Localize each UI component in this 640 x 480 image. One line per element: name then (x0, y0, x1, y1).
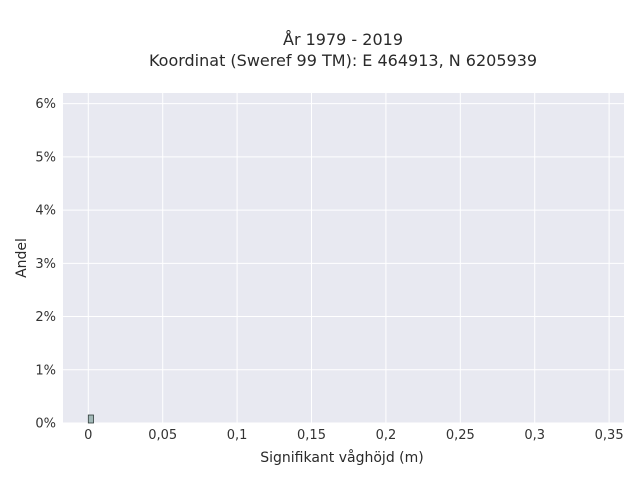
y-tick-label: 1% (35, 363, 56, 378)
x-tick-label: 0,25 (446, 428, 475, 443)
x-tick-label: 0,1 (227, 428, 248, 443)
x-tick-label: 0,15 (297, 428, 326, 443)
chart-title-line-1: År 1979 - 2019 (283, 30, 403, 49)
y-tick-label: 0% (35, 417, 56, 432)
x-axis-label: Signifikant våghöjd (m) (260, 449, 423, 466)
x-tick-label: 0,05 (148, 428, 177, 443)
chart-title-line-2: Koordinat (Sweref 99 TM): E 464913, N 62… (149, 51, 537, 70)
y-tick-label: 2% (35, 310, 56, 325)
x-tick-label: 0,2 (376, 428, 397, 443)
x-tick-label: 0,35 (595, 428, 624, 443)
histogram-bar (87, 414, 94, 424)
y-tick-label: 5% (35, 150, 56, 165)
y-tick-label: 4% (35, 204, 56, 219)
y-tick-label: 3% (35, 257, 56, 272)
grid-lines (63, 93, 624, 424)
y-axis-label: Andel (14, 238, 30, 278)
x-tick-label: 0,3 (524, 428, 545, 443)
histogram-bars (87, 414, 94, 424)
plot-background (63, 93, 624, 423)
x-axis-ticks: 0 0,05 0,1 0,15 0,2 0,25 0,3 0,35 (84, 428, 623, 443)
y-axis-ticks: 0% 1% 2% 3% 4% 5% 6% (35, 97, 56, 431)
y-tick-label: 6% (35, 97, 56, 112)
x-tick-label: 0 (84, 428, 92, 443)
